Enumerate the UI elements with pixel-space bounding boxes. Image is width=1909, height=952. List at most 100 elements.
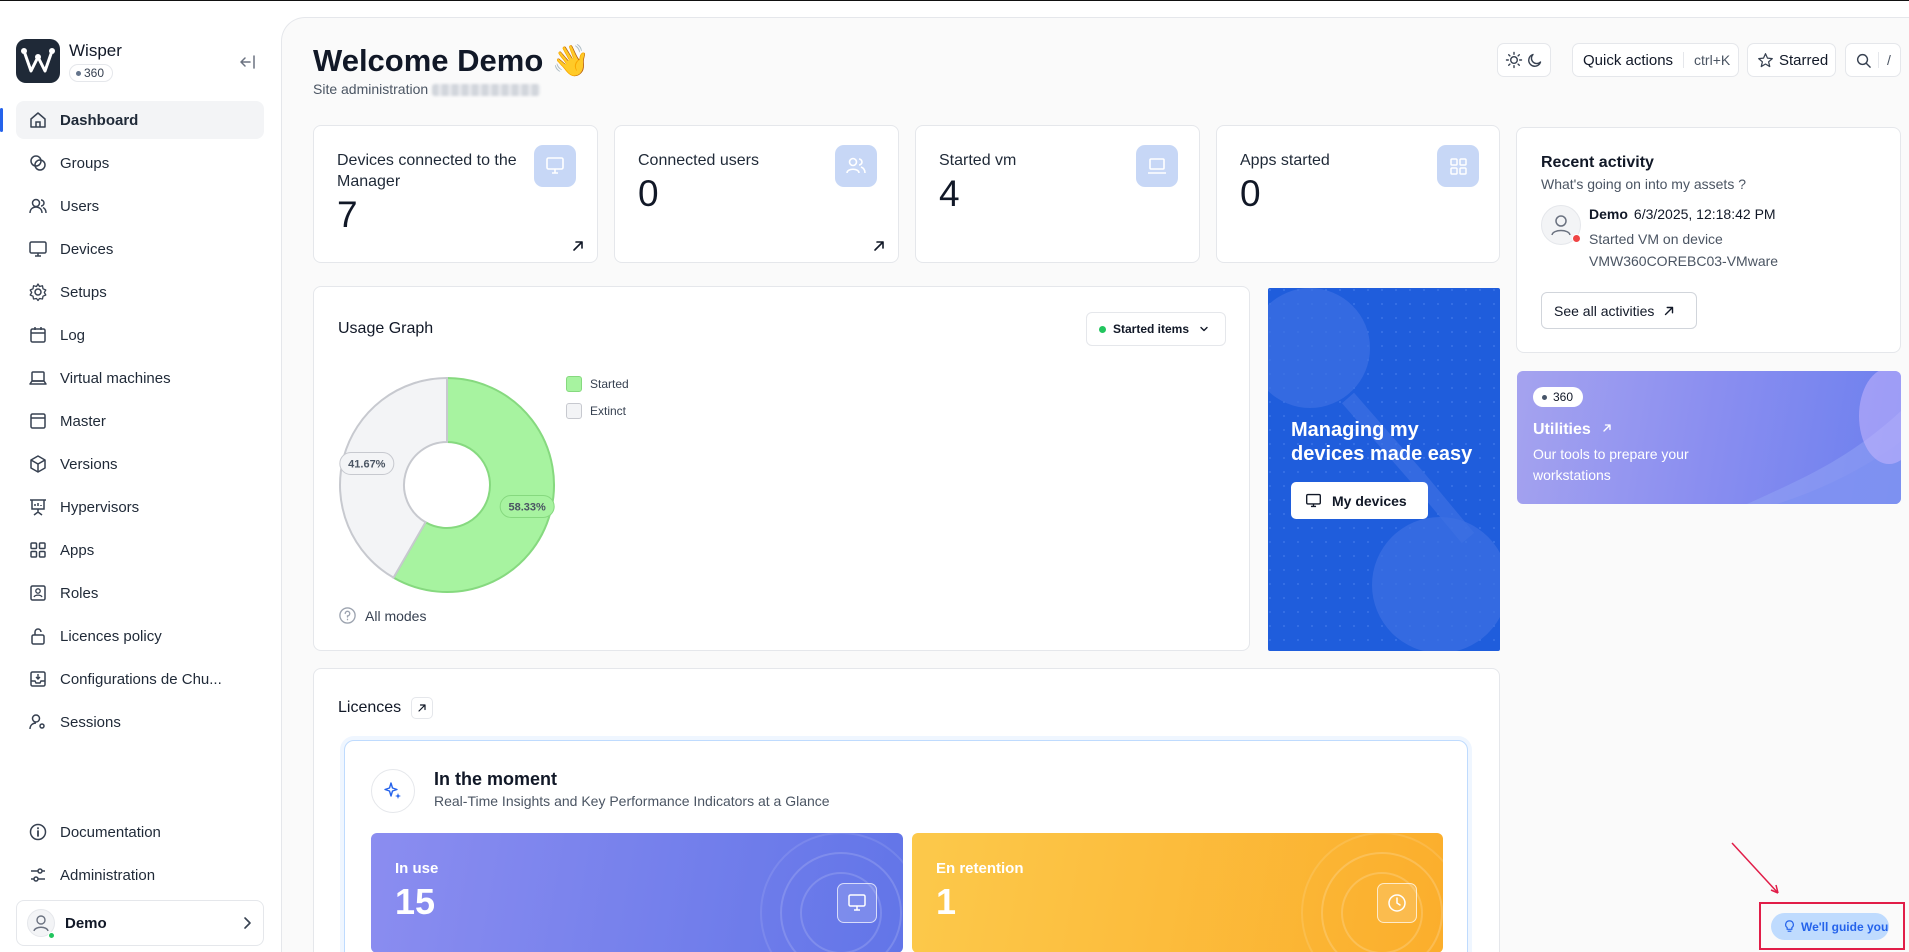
window-icon [30, 413, 46, 429]
quick-actions-button[interactable]: Quick actions ctrl+K [1572, 43, 1739, 77]
licences-title: Licences [338, 699, 402, 716]
laptop-icon [29, 371, 47, 385]
sidebar-item-documentation[interactable]: Documentation [16, 813, 264, 851]
legend-swatch [566, 403, 582, 419]
sparkles-icon [371, 769, 415, 813]
pie-label-text: 41.67% [348, 459, 386, 471]
pie-slice-started[interactable] [392, 376, 555, 593]
pie-slice-extinct[interactable] [339, 376, 448, 580]
sidebar-item-label: Devices [60, 240, 114, 258]
kpi-label: In use [395, 860, 439, 877]
my-devices-button[interactable]: My devices [1291, 482, 1428, 519]
sidebar-item-virtual-machines[interactable]: Virtual machines [16, 359, 264, 397]
in-the-moment-subtitle: Real-Time Insights and Key Performance I… [434, 793, 830, 809]
sidebar-item-label: Dashboard [60, 111, 139, 129]
download-box-icon [30, 671, 46, 687]
activity-user: Demo [1589, 206, 1628, 222]
pie-label-bg [499, 494, 555, 518]
users-icon [835, 140, 882, 187]
star-icon [1758, 52, 1773, 67]
window-top-border [0, 0, 1909, 1]
kpi-in-use[interactable]: In use 15 [371, 833, 903, 952]
kpi-value: 1 [936, 881, 957, 922]
sidebar-item-label: Versions [60, 455, 118, 473]
package-icon [30, 455, 46, 473]
see-all-activities-button[interactable]: See all activities [1541, 292, 1697, 329]
dropdown-label: Started items [1113, 322, 1190, 336]
blurred-site-name [432, 84, 541, 97]
guide-button[interactable]: We'll guide you [1771, 913, 1889, 940]
licences-link-button[interactable] [411, 697, 434, 719]
sidebar-item-setups[interactable]: Setups [16, 273, 264, 311]
sidebar-item-versions[interactable]: Versions [16, 445, 264, 483]
stat-card-vm: Started vm 4 [915, 125, 1200, 263]
stat-label: Connected users [638, 152, 759, 169]
collapse-sidebar-icon[interactable] [238, 52, 258, 72]
moon-icon[interactable] [1526, 51, 1544, 69]
arrow-up-right-icon [418, 704, 426, 712]
started-items-dropdown[interactable]: Started items [1086, 312, 1226, 346]
my-devices-label: My devices [1332, 492, 1407, 509]
subtitle-text: Site administration [313, 81, 429, 97]
pie-label-bg [339, 452, 395, 476]
kpi-en-retention[interactable]: En retention 1 [912, 833, 1443, 952]
activity-header: Demo 6/3/2025, 12:18:42 PM [1589, 206, 1776, 222]
kpi-decoration [1301, 833, 1443, 952]
sidebar-item-label: Users [60, 197, 100, 215]
users-icon [29, 198, 47, 214]
help-icon [339, 607, 356, 624]
all-modes-footer[interactable]: All modes [338, 606, 426, 625]
active-indicator [0, 108, 3, 132]
clock-icon [1377, 883, 1417, 923]
utilities-title-text: Utilities [1533, 421, 1591, 438]
sidebar-bottom-nav: Documentation Administration [16, 813, 264, 899]
brand[interactable]: Wisper 360 [16, 39, 266, 85]
pie-label-started: 58.33% [499, 494, 555, 518]
sidebar-item-label: Virtual machines [60, 369, 171, 387]
arrow-up-right-icon[interactable] [570, 238, 586, 254]
guide-label: We'll guide you [1801, 919, 1889, 934]
quick-actions-shortcut: ctrl+K [1683, 52, 1730, 68]
stat-label: Apps started [1240, 152, 1330, 169]
sidebar-item-label: Licences policy [60, 627, 162, 645]
sidebar-item-roles[interactable]: Roles [16, 574, 264, 612]
search-button[interactable]: / [1845, 43, 1901, 77]
sidebar-item-log[interactable]: Log [16, 316, 264, 354]
sidebar-item-administration[interactable]: Administration [16, 856, 264, 894]
in-the-moment-title: In the moment [434, 769, 558, 789]
activity-line: Started VM on device [1589, 231, 1723, 247]
info-icon [29, 823, 47, 841]
annotation-arrow [1731, 842, 1779, 894]
theme-toggle[interactable] [1497, 43, 1551, 77]
sidebar-item-hypervisors[interactable]: Hypervisors [16, 488, 264, 526]
sidebar-item-devices[interactable]: Devices [16, 230, 264, 268]
user-menu[interactable]: Demo [16, 900, 264, 946]
sidebar-item-licences-policy[interactable]: Licences policy [16, 617, 264, 655]
activity-text: Started VM on device VMW360COREBC03-VMwa… [1589, 228, 1778, 272]
chevron-down-icon [1200, 326, 1208, 332]
licences-header: Licences [338, 697, 434, 719]
sidebar-item-dashboard[interactable]: Dashboard [16, 101, 264, 139]
all-modes-label: All modes [365, 607, 427, 624]
sun-icon[interactable] [1505, 51, 1523, 69]
starred-button[interactable]: Starred [1747, 43, 1836, 77]
sidebar-item-apps[interactable]: Apps [16, 531, 264, 569]
user-name: Demo [65, 915, 107, 932]
legend-label: Extinct [590, 404, 627, 418]
grid-icon [1437, 140, 1484, 187]
utilities-title: Utilities [1533, 421, 1613, 439]
sidebar-item-configurations[interactable]: Configurations de Chu... [16, 660, 264, 698]
sidebar-item-users[interactable]: Users [16, 187, 264, 225]
sidebar-item-groups[interactable]: Groups [16, 144, 264, 182]
stat-label: Devices connected to the Manager [337, 152, 517, 190]
arrow-up-right-icon[interactable] [871, 238, 887, 254]
utilities-card[interactable]: 360 Utilities Our tools to prepare your … [1517, 371, 1901, 504]
sidebar-item-master[interactable]: Master [16, 402, 264, 440]
sidebar-item-sessions[interactable]: Sessions [16, 703, 264, 741]
wave-emoji: 👋 [551, 43, 591, 78]
legend-item-started[interactable]: Started [566, 376, 629, 392]
legend-item-extinct[interactable]: Extinct [566, 403, 626, 419]
avatar [27, 909, 55, 937]
stat-value: 7 [337, 194, 358, 235]
activity-device: VMW360COREBC03-VMware [1589, 253, 1779, 269]
